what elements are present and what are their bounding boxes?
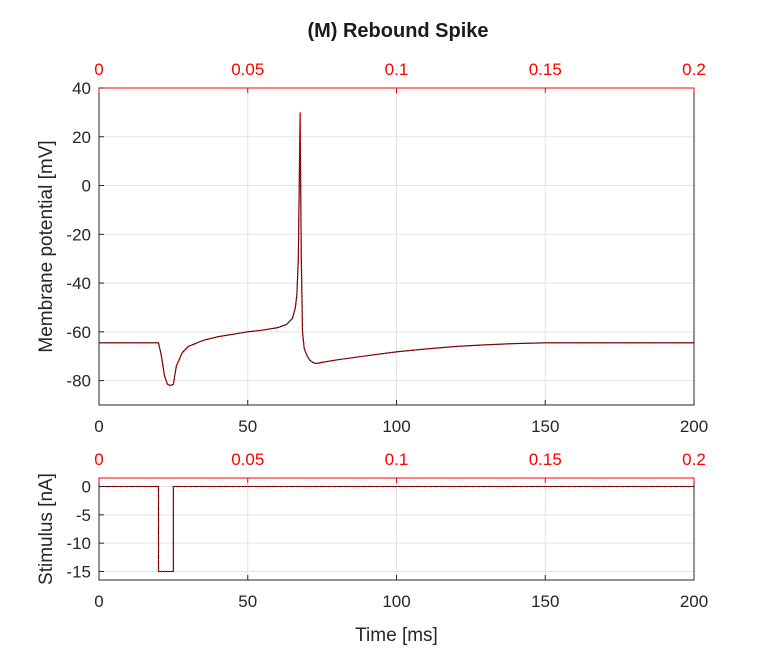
x-axis-label: Time [ms] bbox=[355, 625, 438, 646]
top-x-tick-label: 0.15 bbox=[529, 450, 562, 469]
x-tick-label: 0 bbox=[94, 592, 103, 611]
y-tick-label: -20 bbox=[66, 225, 91, 244]
x-tick-label: 50 bbox=[238, 592, 257, 611]
x-tick-label: 200 bbox=[680, 592, 708, 611]
y-axis-label: Stimulus [nA] bbox=[36, 473, 57, 585]
y-tick-label: -5 bbox=[76, 506, 91, 525]
y-tick-label: -40 bbox=[66, 274, 91, 293]
stimulus-plot: 0 50 100 150 200 0 0.05 0.1 0.15 0.2 0 -5 -10 -15 Stim… bbox=[36, 450, 708, 646]
x-tick-label: 100 bbox=[382, 417, 410, 436]
top-x-tick-label: 0.05 bbox=[231, 450, 264, 469]
y-tick-label: -80 bbox=[66, 372, 91, 391]
y-tick-label: -15 bbox=[66, 563, 91, 582]
x-tick-label: 0 bbox=[94, 417, 103, 436]
y-tick-label: 40 bbox=[72, 79, 91, 98]
top-x-tick-label: 0.15 bbox=[529, 60, 562, 79]
y-tick-label: 0 bbox=[82, 478, 91, 497]
top-x-tick-label: 0.1 bbox=[385, 450, 409, 469]
y-tick-label: -10 bbox=[66, 534, 91, 553]
y-tick-label: 0 bbox=[82, 177, 91, 196]
top-x-tick-label: 0.1 bbox=[385, 60, 409, 79]
x-tick-label: 50 bbox=[238, 417, 257, 436]
chart-title: (M) Rebound Spike bbox=[307, 20, 488, 42]
x-tick-label: 150 bbox=[531, 592, 559, 611]
top-x-tick-label: 0.2 bbox=[682, 60, 706, 79]
y-tick-label: -60 bbox=[66, 323, 91, 342]
y-tick-label: 20 bbox=[72, 128, 91, 147]
top-x-tick-label: 0 bbox=[94, 60, 103, 79]
top-x-tick-label: 0.05 bbox=[231, 60, 264, 79]
top-x-tick-label: 0 bbox=[94, 450, 103, 469]
x-tick-label: 200 bbox=[680, 417, 708, 436]
data-series-dotted-line bbox=[99, 485, 694, 573]
data-series-dotted-line bbox=[99, 112, 694, 387]
top-x-tick-label: 0.2 bbox=[682, 450, 706, 469]
x-tick-label: 150 bbox=[531, 417, 559, 436]
x-tick-label: 100 bbox=[382, 592, 410, 611]
y-axis-label: Membrane potential [mV] bbox=[36, 140, 57, 352]
